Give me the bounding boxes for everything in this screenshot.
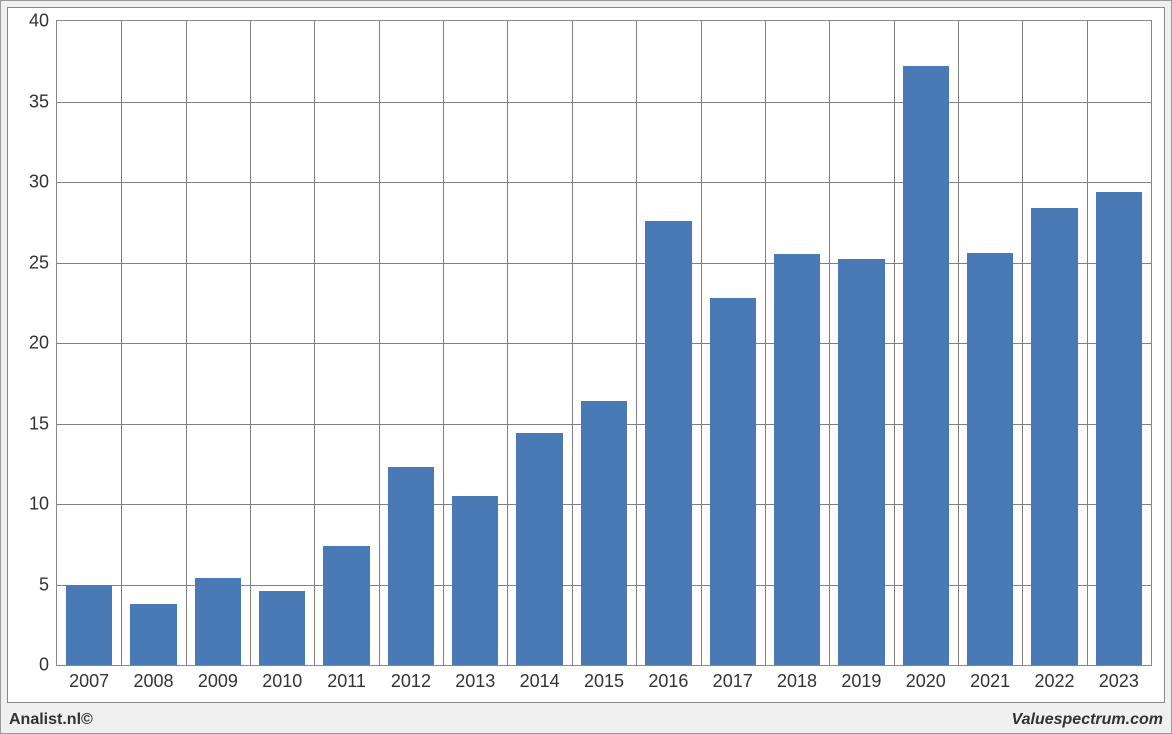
x-axis-label: 2012	[391, 671, 431, 692]
x-axis-label: 2011	[327, 671, 366, 692]
x-axis-label: 2013	[455, 671, 495, 692]
gridline-v	[1087, 21, 1088, 665]
gridline-v	[765, 21, 766, 665]
gridline-h	[57, 182, 1151, 183]
bar	[1031, 208, 1077, 665]
gridline-v	[186, 21, 187, 665]
bar	[1096, 192, 1142, 665]
y-axis-label: 35	[29, 91, 49, 112]
bar	[710, 298, 756, 665]
bar	[66, 585, 112, 666]
gridline-v	[636, 21, 637, 665]
footer-left-credit: Analist.nl©	[9, 711, 93, 729]
gridline-v	[379, 21, 380, 665]
gridline-v	[250, 21, 251, 665]
bar	[774, 254, 820, 665]
x-axis-label: 2018	[777, 671, 817, 692]
x-axis-label: 2015	[584, 671, 624, 692]
gridline-v	[572, 21, 573, 665]
bar	[452, 496, 498, 665]
gridline-v	[443, 21, 444, 665]
x-axis-label: 2020	[906, 671, 946, 692]
x-axis-label: 2008	[133, 671, 173, 692]
y-axis-label: 0	[39, 655, 49, 676]
x-axis-label: 2014	[520, 671, 560, 692]
gridline-v	[507, 21, 508, 665]
y-axis-label: 30	[29, 172, 49, 193]
x-axis-label: 2021	[970, 671, 1010, 692]
bar	[516, 433, 562, 665]
x-axis-label: 2016	[648, 671, 688, 692]
gridline-h	[57, 102, 1151, 103]
gridline-v	[829, 21, 830, 665]
gridline-v	[314, 21, 315, 665]
chart-container: 0 5 10 15 20 25 30 35 40 2007 2008 2009 2010 2011 2012…	[0, 0, 1172, 734]
y-axis-label: 5	[39, 574, 49, 595]
gridline-v	[1022, 21, 1023, 665]
footer-right-credit: Valuespectrum.com	[1012, 711, 1163, 729]
x-axis-label: 2007	[69, 671, 109, 692]
bar	[581, 401, 627, 665]
bar	[645, 221, 691, 665]
y-axis-label: 10	[29, 494, 49, 515]
x-axis-label: 2010	[262, 671, 302, 692]
bar	[388, 467, 434, 665]
y-axis-label: 25	[29, 252, 49, 273]
gridline-v	[958, 21, 959, 665]
gridline-v	[701, 21, 702, 665]
bar	[903, 66, 949, 665]
gridline-v	[121, 21, 122, 665]
chart-inner-frame: 0 5 10 15 20 25 30 35 40 2007 2008 2009 2010 2011 2012…	[7, 7, 1165, 703]
y-axis-label: 40	[29, 11, 49, 32]
bar	[323, 546, 369, 665]
x-axis-label: 2009	[198, 671, 238, 692]
bar	[130, 604, 176, 665]
bar	[838, 259, 884, 665]
y-axis-label: 15	[29, 413, 49, 434]
plot-area: 0510152025303540200720082009201020112012…	[56, 20, 1152, 666]
x-axis-label: 2019	[841, 671, 881, 692]
bar	[195, 578, 241, 665]
x-axis-label: 2023	[1099, 671, 1139, 692]
x-axis-label: 2022	[1034, 671, 1074, 692]
bar	[259, 591, 305, 665]
bar	[967, 253, 1013, 665]
y-axis-label: 20	[29, 333, 49, 354]
gridline-v	[894, 21, 895, 665]
x-axis-label: 2017	[713, 671, 753, 692]
